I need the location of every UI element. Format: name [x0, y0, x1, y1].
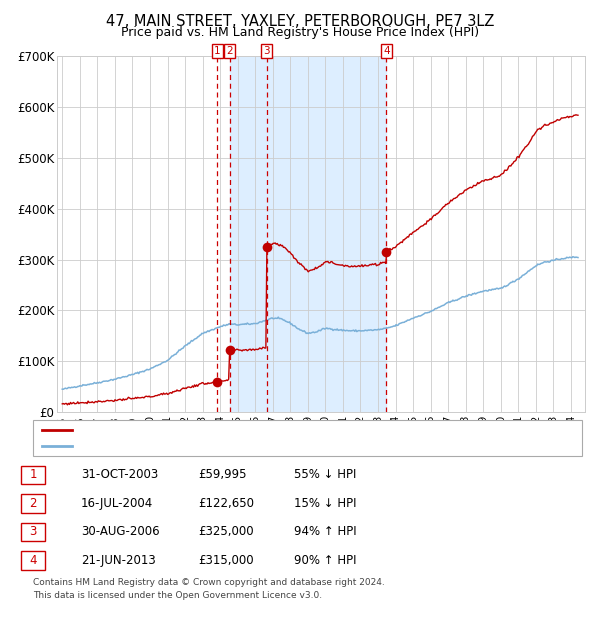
Text: £325,000: £325,000 [198, 526, 254, 538]
Bar [230, 56, 386, 412]
Text: £122,650: £122,650 [198, 497, 254, 510]
Text: £315,000: £315,000 [198, 554, 254, 567]
Text: This data is licensed under the Open Government Licence v3.0.: This data is licensed under the Open Gov… [33, 591, 322, 601]
Text: 3: 3 [263, 46, 270, 56]
Text: 21-JUN-2013: 21-JUN-2013 [81, 554, 156, 567]
Text: Contains HM Land Registry data © Crown copyright and database right 2024.: Contains HM Land Registry data © Crown c… [33, 578, 385, 587]
Text: Price paid vs. HM Land Registry's House Price Index (HPI): Price paid vs. HM Land Registry's House … [121, 26, 479, 39]
Text: 47, MAIN STREET, YAXLEY, PETERBOROUGH, PE7 3LZ: 47, MAIN STREET, YAXLEY, PETERBOROUGH, P… [106, 14, 494, 29]
Text: 2: 2 [226, 46, 233, 56]
Text: 2: 2 [29, 497, 37, 510]
Text: 15% ↓ HPI: 15% ↓ HPI [294, 497, 356, 510]
Text: 55% ↓ HPI: 55% ↓ HPI [294, 469, 356, 481]
Text: 94% ↑ HPI: 94% ↑ HPI [294, 526, 356, 538]
Text: 1: 1 [29, 469, 37, 481]
Text: 30-AUG-2006: 30-AUG-2006 [81, 526, 160, 538]
Text: 4: 4 [29, 554, 37, 567]
Text: 90% ↑ HPI: 90% ↑ HPI [294, 554, 356, 567]
Text: HPI: Average price, semi-detached house, Huntingdonshire: HPI: Average price, semi-detached house,… [78, 441, 386, 451]
Text: 16-JUL-2004: 16-JUL-2004 [81, 497, 153, 510]
Text: 31-OCT-2003: 31-OCT-2003 [81, 469, 158, 481]
Text: 4: 4 [383, 46, 389, 56]
Text: £59,995: £59,995 [198, 469, 247, 481]
Text: 3: 3 [29, 526, 37, 538]
Text: 47, MAIN STREET, YAXLEY, PETERBOROUGH, PE7 3LZ (semi-detached house): 47, MAIN STREET, YAXLEY, PETERBOROUGH, P… [78, 425, 478, 435]
Text: 1: 1 [214, 46, 220, 56]
